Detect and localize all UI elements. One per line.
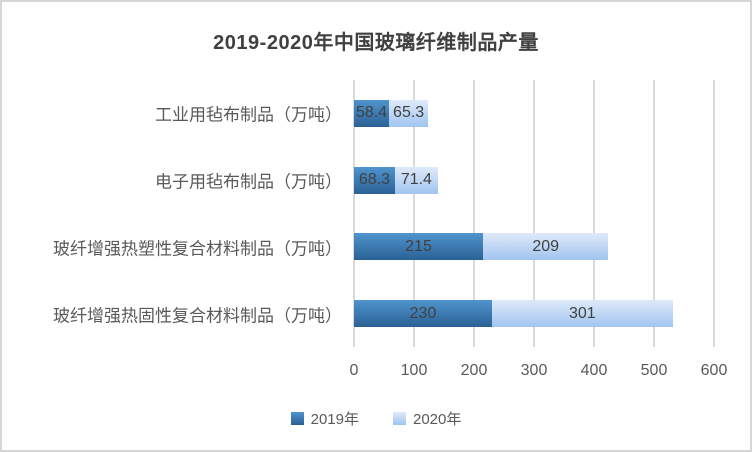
gridline	[413, 80, 415, 347]
bar-value-label: 230	[409, 304, 437, 322]
gridline	[653, 80, 655, 347]
category-label: 玻纤增强热塑性复合材料制品（万吨）	[53, 239, 342, 259]
bar-value-label: 71.4	[400, 171, 432, 189]
legend-item-2019年: 2019年	[290, 408, 359, 429]
x-tick-label: 400	[580, 362, 608, 379]
x-tick-label: 200	[460, 362, 488, 379]
plot-area: 58.4 65.3 68.3 71.4 215 209 230 301	[353, 80, 715, 347]
category-axis: 工业用毡布制品（万吨） 电子用毡布制品（万吨） 玻纤增强热塑性复合材料制品（万吨） 玻…	[2, 80, 342, 347]
x-tick-label: 500	[640, 362, 668, 379]
bar-row: 68.3 71.4	[354, 166, 438, 194]
bar-segment-2020年: 71.4	[394, 166, 438, 194]
bar-value-label: 65.3	[393, 104, 425, 122]
x-tick-label: 300	[520, 362, 548, 379]
legend-swatch-2020年	[393, 412, 406, 425]
bar-segment-2019年: 230	[354, 300, 492, 328]
bar-segment-2020年: 65.3	[389, 99, 429, 127]
gridline	[593, 80, 595, 347]
gridline	[353, 80, 355, 347]
bar-row: 215 209	[354, 233, 609, 261]
bar-segment-2019年: 215	[354, 233, 483, 261]
x-tick-label: 100	[400, 362, 428, 379]
gridline	[713, 80, 715, 347]
bar-value-label: 209	[532, 237, 560, 255]
category-label: 工业用毡布制品（万吨）	[155, 105, 342, 125]
x-tick-label: 600	[700, 362, 728, 379]
bar-row: 230 301	[354, 300, 673, 328]
x-tick-label: 0	[349, 362, 359, 379]
legend-label: 2019年	[310, 411, 359, 428]
legend-swatch-2019年	[290, 412, 304, 425]
category-label: 电子用毡布制品（万吨）	[155, 172, 342, 192]
bar-segment-2019年: 68.3	[354, 166, 395, 194]
bar-value-label: 68.3	[358, 171, 391, 189]
bar-segment-2020年: 301	[492, 300, 673, 328]
gridline	[533, 80, 535, 347]
bar-value-label: 58.4	[355, 104, 388, 122]
bar-segment-2019年: 58.4	[354, 99, 390, 127]
legend-label: 2020年	[413, 411, 462, 428]
category-label: 玻纤增强热固性复合材料制品（万吨）	[53, 306, 342, 326]
bar-value-label: 215	[405, 237, 432, 255]
legend: 2019年 2020年	[2, 408, 750, 429]
bar-row: 58.4 65.3	[354, 99, 429, 127]
legend-item-2020年: 2020年	[393, 408, 461, 429]
bar-value-label: 301	[568, 304, 596, 322]
gridline	[473, 80, 475, 347]
chart-title: 2019-2020年中国玻璃纤维制品产量	[213, 32, 539, 54]
x-axis: 0 100 200 300 400 500 600	[350, 362, 728, 384]
bar-segment-2020年: 209	[483, 233, 609, 261]
